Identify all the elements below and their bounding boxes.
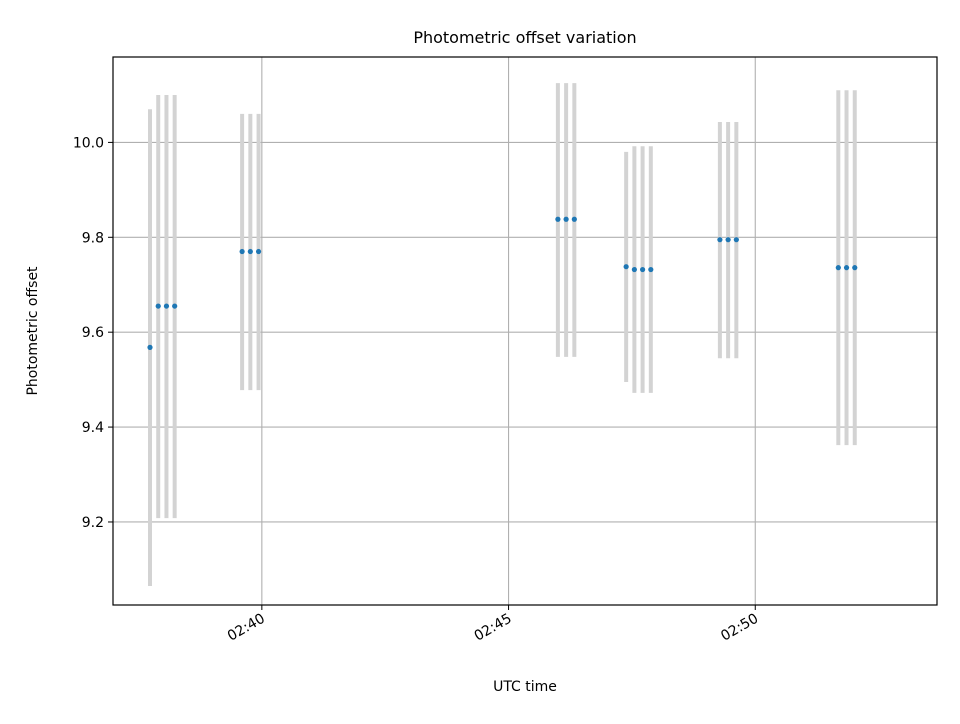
data-point — [247, 248, 253, 255]
data-point — [852, 265, 858, 271]
data-point — [239, 248, 245, 255]
y-tick-label: 9.6 — [82, 325, 104, 341]
data-point — [255, 248, 262, 255]
data-point — [555, 216, 561, 222]
y-tick-label: 9.2 — [82, 515, 104, 531]
x-axis-label: UTC time — [493, 679, 557, 695]
y-tick-label: 9.4 — [82, 420, 104, 436]
data-point — [147, 344, 153, 350]
data-point — [725, 237, 731, 243]
y-axis-ticks: 9.2 9.4 9.6 9.8 10.0 — [73, 135, 113, 531]
chart-title: Photometric offset variation — [413, 28, 636, 47]
data-point — [733, 237, 739, 243]
y-tick-label: 10.0 — [73, 135, 104, 151]
data-point — [639, 266, 646, 273]
y-axis-label: Photometric offset — [25, 266, 41, 396]
data-point — [155, 303, 161, 309]
data-point — [163, 303, 170, 309]
data-points — [147, 216, 858, 350]
y-tick-label: 9.8 — [82, 230, 104, 246]
data-point — [563, 216, 569, 222]
data-point — [571, 216, 577, 222]
data-point — [172, 303, 178, 309]
data-point — [631, 266, 637, 273]
data-point — [717, 237, 723, 243]
data-point — [835, 265, 841, 271]
data-point — [843, 265, 850, 271]
data-point — [623, 264, 629, 270]
data-point — [648, 266, 654, 273]
plot-frame — [112, 56, 938, 606]
